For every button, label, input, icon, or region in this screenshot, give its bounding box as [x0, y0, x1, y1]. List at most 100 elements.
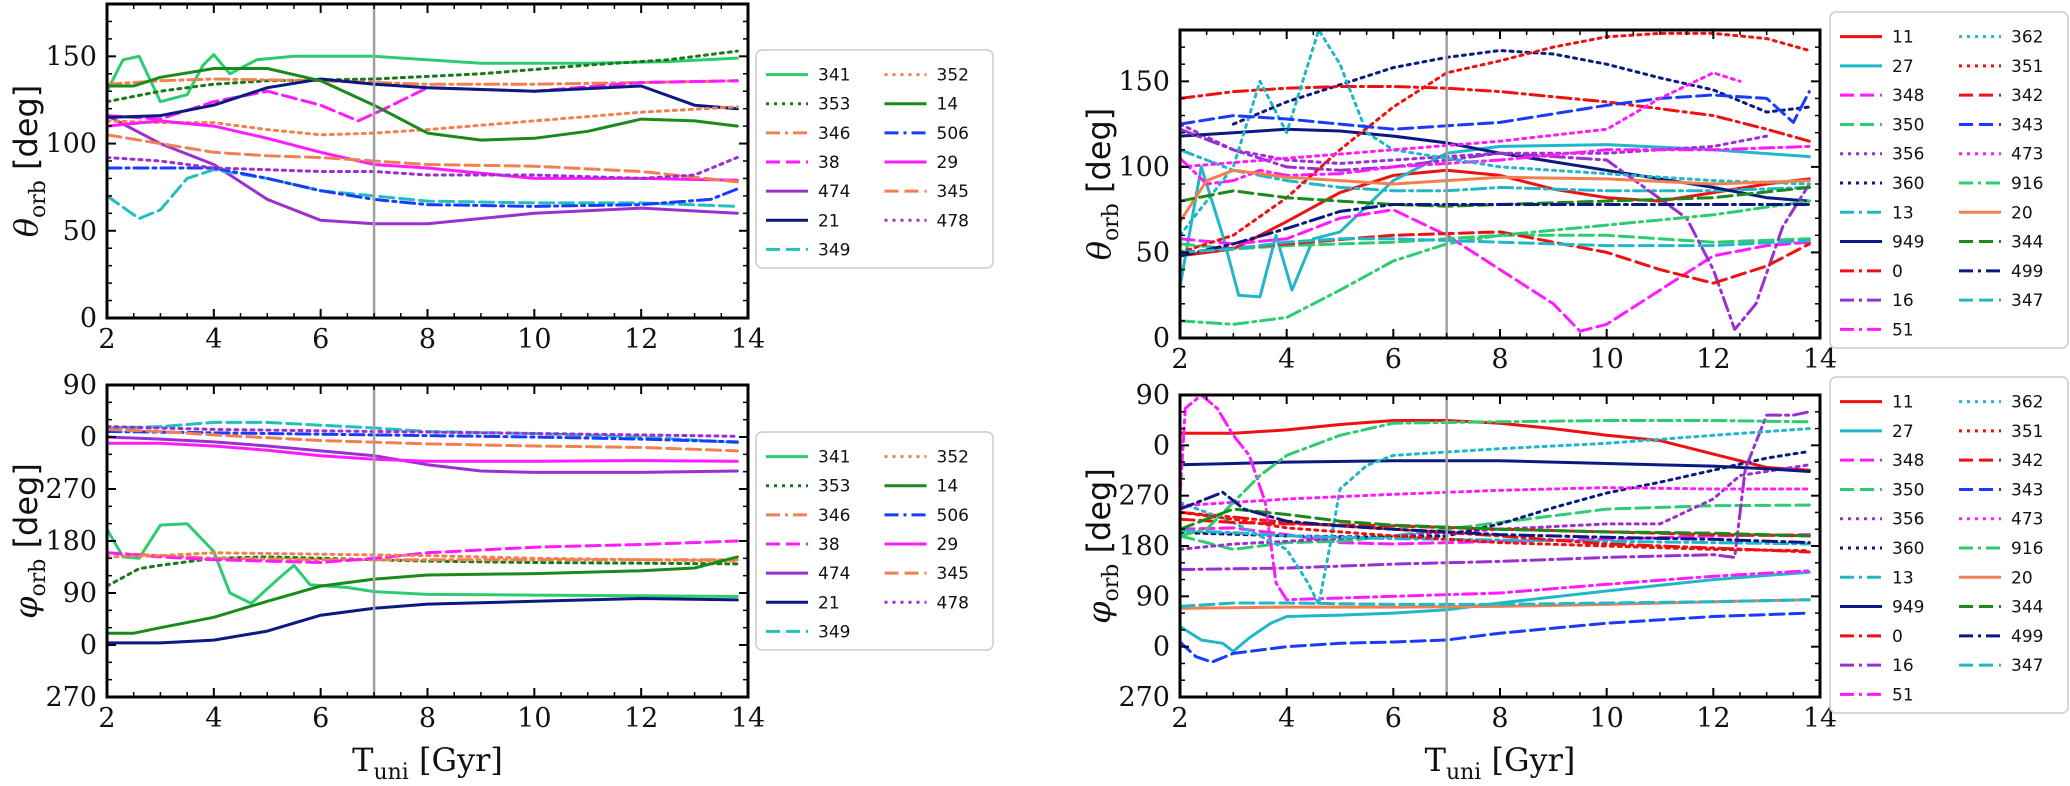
- y-axis-label: φorb [deg]: [1080, 468, 1124, 624]
- series-line-13: [1180, 529, 1811, 546]
- x-tick-label: 6: [1385, 703, 1402, 734]
- x-tick-label: 4: [1278, 344, 1295, 375]
- legend-label-345: 345: [937, 182, 969, 202]
- series-group: [107, 49, 739, 226]
- legend: 341 353 346 38 474 21 349 352 14 506 29 345 478: [755, 431, 994, 651]
- x-tick-label: 14: [731, 703, 765, 734]
- legend: 11 27 348 350 356 360 13 949 0 16 51 362 351 342 343 47…: [1829, 376, 2069, 714]
- y-tick-label: 90: [1136, 581, 1170, 612]
- legend-label-351: 351: [2011, 422, 2043, 442]
- series-group: [1180, 30, 1811, 333]
- x-tick-label: 6: [312, 703, 329, 734]
- legend-label-499: 499: [2011, 627, 2043, 647]
- legend-label-351: 351: [2011, 57, 2043, 77]
- y-tick-label: 270: [45, 474, 97, 505]
- legend-label-29: 29: [937, 535, 959, 555]
- legend-label-342: 342: [2011, 86, 2043, 106]
- y-label-symbol: θ: [7, 218, 45, 237]
- x-tick-label: 10: [1589, 703, 1623, 734]
- legend-label-14: 14: [937, 95, 959, 115]
- x-tick-label: 2: [98, 703, 115, 734]
- series-line-362: [1180, 427, 1811, 606]
- legend-label-344: 344: [2011, 233, 2043, 253]
- series-line-13: [1180, 148, 1811, 193]
- legend-label-352: 352: [937, 448, 969, 468]
- legend-label-342: 342: [2011, 451, 2043, 471]
- x-tick-label: 4: [205, 324, 222, 355]
- series-line-356: [1180, 463, 1811, 551]
- legend-label-350: 350: [1892, 480, 1924, 500]
- legend-label-13: 13: [1892, 203, 1914, 223]
- series-line-345: [107, 133, 739, 184]
- legend-label-21: 21: [818, 593, 840, 613]
- series-line-353: [107, 49, 739, 104]
- x-tick-label: 10: [517, 324, 551, 355]
- legend-label-51: 51: [1892, 685, 1914, 705]
- legend-label-11: 11: [1892, 28, 1914, 48]
- legend-label-344: 344: [2011, 598, 2043, 618]
- series-line-343: [1180, 90, 1811, 131]
- x-tick-label: 12: [624, 324, 658, 355]
- x-label-subscript: uni: [1446, 760, 1481, 785]
- legend-label-16: 16: [1892, 291, 1914, 311]
- y-tick-label: 150: [1118, 66, 1170, 97]
- x-label-main: T: [1425, 741, 1447, 779]
- series-line-362: [1180, 30, 1811, 237]
- series-line-16: [1180, 410, 1811, 571]
- series-line-353: [107, 555, 739, 588]
- x-tick-label: 10: [1589, 344, 1623, 375]
- legend-label-474: 474: [818, 182, 850, 202]
- x-tick-label: 14: [731, 324, 765, 355]
- x-label-main: T: [352, 741, 374, 779]
- series-line-348: [1180, 526, 1811, 546]
- series-line-51: [1180, 395, 1811, 602]
- y-label-unit: [deg]: [7, 463, 45, 558]
- legend: 11 27 348 350 356 360 13 949 0 16 51 362 351 342 343 47…: [1829, 11, 2069, 349]
- y-tick-label: 50: [1136, 237, 1170, 268]
- series-line-21: [107, 597, 739, 645]
- legend-label-353: 353: [818, 95, 850, 115]
- x-tick-label: 2: [1171, 344, 1188, 375]
- chart-panel-right-theta: 2 4 6 8 10 12 14 0 50 100 150 θorb [deg] 11 27 348 350 3…: [1080, 11, 2069, 375]
- legend-label-362: 362: [2011, 28, 2043, 48]
- legend-label-38: 38: [818, 153, 840, 173]
- y-axis-label: θorb [deg]: [7, 85, 51, 238]
- series-line-0: [1180, 85, 1811, 143]
- y-label-subscript: orb: [1099, 564, 1124, 602]
- x-tick-label: 12: [1696, 344, 1730, 375]
- legend-label-506: 506: [937, 506, 969, 526]
- legend-label-360: 360: [1892, 174, 1924, 194]
- legend-label-474: 474: [818, 564, 850, 584]
- x-tick-label: 12: [624, 703, 658, 734]
- legend-label-345: 345: [937, 564, 969, 584]
- series-line-473: [1180, 71, 1742, 169]
- x-tick-label: 2: [1171, 703, 1188, 734]
- legend-label-0: 0: [1892, 262, 1903, 282]
- legend-label-343: 343: [2011, 480, 2043, 500]
- y-label-unit: [deg]: [1080, 108, 1118, 203]
- series-line-916: [1180, 199, 1811, 326]
- series-line-499: [1180, 203, 1811, 258]
- x-tick-label: 8: [1491, 703, 1508, 734]
- legend-label-27: 27: [1892, 422, 1914, 442]
- y-tick-label: 180: [1118, 531, 1170, 562]
- x-axis-label: Tuni [Gyr]: [1425, 741, 1576, 785]
- y-tick-label: 0: [1153, 430, 1170, 461]
- y-tick-label: 180: [45, 526, 97, 557]
- series-line-27: [1180, 570, 1811, 653]
- series-line-343: [1180, 611, 1811, 664]
- legend-label-506: 506: [937, 124, 969, 144]
- x-tick-label: 6: [1385, 344, 1402, 375]
- series-line-473: [1180, 486, 1811, 508]
- y-tick-label: 50: [63, 216, 97, 247]
- series-line-474: [107, 435, 739, 474]
- x-label-unit: [Gyr]: [409, 741, 503, 779]
- series-line-351: [1180, 510, 1811, 553]
- legend-label-11: 11: [1892, 393, 1914, 413]
- legend-label-347: 347: [2011, 656, 2043, 676]
- plot-frame: [1178, 393, 1822, 699]
- legend-label-356: 356: [1892, 510, 1924, 530]
- legend-label-348: 348: [1892, 86, 1924, 106]
